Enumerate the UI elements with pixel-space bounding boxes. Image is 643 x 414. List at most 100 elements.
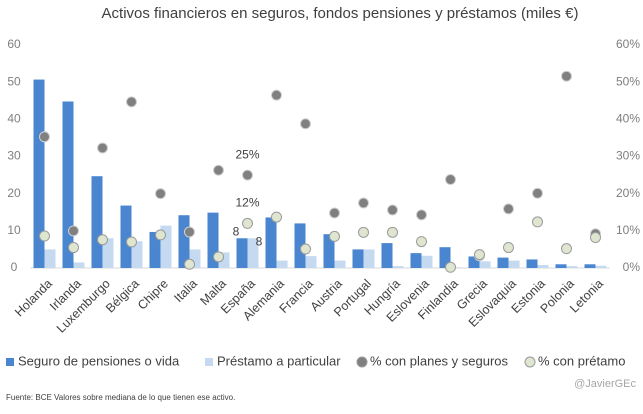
bar <box>160 225 172 268</box>
bar <box>421 255 433 268</box>
bar <box>508 260 520 268</box>
bar <box>207 212 219 268</box>
bar <box>44 249 56 268</box>
bar <box>323 234 335 268</box>
dot <box>445 174 456 186</box>
legend-label: Préstamo a particular <box>217 353 341 368</box>
x-tick-label: Chipre <box>135 277 171 313</box>
dot <box>329 230 340 242</box>
bar <box>265 217 277 268</box>
bar <box>102 238 114 268</box>
dot <box>97 142 108 154</box>
bar <box>584 264 596 268</box>
bar <box>189 249 201 268</box>
dot <box>532 187 543 199</box>
dot <box>503 203 514 215</box>
legend-label: % con prétamo <box>538 353 625 368</box>
legend-swatch <box>205 358 213 366</box>
dot <box>68 225 79 237</box>
bar <box>468 256 480 268</box>
y2-tick-label: 0% <box>623 260 641 274</box>
legend-swatch <box>524 356 536 368</box>
bar <box>566 266 578 268</box>
dot <box>590 232 601 244</box>
value-label: 8 <box>256 234 263 248</box>
bar <box>305 256 317 268</box>
bar <box>363 249 375 268</box>
bar <box>526 259 538 268</box>
x-tick-label: Italia <box>171 277 200 306</box>
dot <box>329 207 340 219</box>
bar <box>294 223 306 268</box>
bar <box>334 260 346 268</box>
bar <box>479 261 491 268</box>
bar <box>236 238 248 268</box>
bar <box>410 253 422 268</box>
bar <box>131 241 143 268</box>
dot <box>126 96 137 108</box>
bar <box>62 101 74 268</box>
dot <box>271 89 282 101</box>
legend-label: % con planes y seguros <box>370 353 509 368</box>
x-tick-label: Bélgica <box>103 277 142 316</box>
bar <box>120 205 132 268</box>
dot <box>445 261 456 273</box>
dot <box>213 164 224 176</box>
y2-tick-label: 50% <box>616 74 640 88</box>
bar <box>450 267 462 268</box>
dot <box>387 204 398 216</box>
y2-tick-label: 60% <box>616 37 640 51</box>
dot <box>271 211 282 223</box>
dot <box>561 243 572 255</box>
y2-tick-label: 10% <box>616 223 640 237</box>
y2-tick-label: 40% <box>616 112 640 126</box>
source: Fuente: BCE Valores sobre mediana de lo … <box>6 393 235 402</box>
dot <box>184 258 195 270</box>
x-tick-label: Letonia <box>567 277 606 316</box>
dot <box>68 242 79 254</box>
dot <box>300 243 311 255</box>
legend-swatch <box>356 356 368 368</box>
dot <box>39 230 50 242</box>
signature: @JavierGEc <box>574 378 636 390</box>
bar <box>595 265 607 268</box>
y2-tick-label: 30% <box>616 149 640 163</box>
chart-title: Activos financieros en seguros, fondos p… <box>102 5 579 22</box>
y-tick-label: 40 <box>7 112 21 126</box>
bar <box>33 79 45 268</box>
legend-label: Seguro de pensiones o vida <box>18 353 180 368</box>
bar <box>91 176 103 268</box>
dot <box>242 217 253 229</box>
dot <box>213 251 224 263</box>
y2-tick-label: 20% <box>616 186 640 200</box>
bar <box>149 231 161 268</box>
dot <box>561 70 572 82</box>
bar <box>537 265 549 268</box>
bar <box>276 260 288 268</box>
dot <box>532 216 543 228</box>
dot <box>503 242 514 254</box>
dot <box>358 226 369 238</box>
y-tick-label: 0 <box>11 260 18 274</box>
dot <box>155 188 166 200</box>
dot <box>300 118 311 130</box>
y-tick-label: 20 <box>7 186 21 200</box>
y-tick-label: 30 <box>7 149 21 163</box>
dot <box>387 226 398 238</box>
dot <box>474 249 485 261</box>
bar <box>555 264 567 268</box>
bar <box>392 266 404 268</box>
dot <box>358 197 369 209</box>
x-tick-label: Holanda <box>12 277 55 320</box>
dot <box>97 234 108 246</box>
dot <box>242 169 253 181</box>
bar <box>381 243 393 268</box>
bar <box>439 247 451 268</box>
bar <box>73 262 85 268</box>
value-label: 8 <box>233 224 240 238</box>
value-label: 12% <box>235 196 259 210</box>
legend-swatch <box>6 358 14 366</box>
bar <box>352 249 364 268</box>
dot <box>184 226 195 238</box>
